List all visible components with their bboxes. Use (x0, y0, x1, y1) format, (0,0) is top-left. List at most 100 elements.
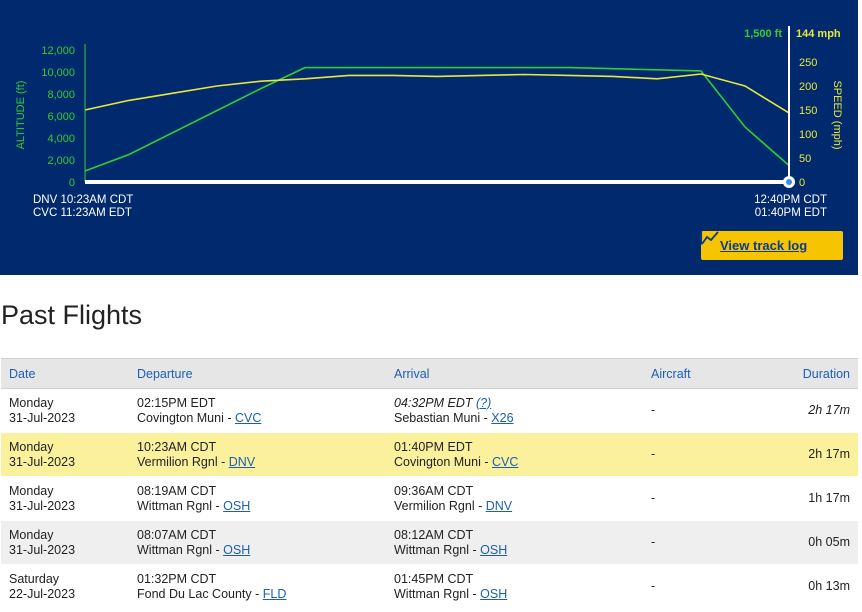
departure-airport-code-link[interactable]: CVC (234, 410, 262, 425)
start-time-origin: DNV 10:23AM CDT (33, 194, 134, 206)
speed-tick-label: 100 (799, 129, 817, 141)
altitude-tick-label: 2,000 (47, 155, 75, 167)
speed-axis-label: SPEED (mph) (831, 80, 843, 149)
departure-cell: 08:07AM CDT Wittman Rgnl - OSH (129, 520, 386, 565)
altitude-series-line (84, 66, 790, 172)
aircraft-cell: - (643, 564, 743, 609)
altitude-tick-label: 4,000 (47, 133, 75, 145)
departure-time: 08:19AM CDT (137, 483, 217, 498)
aircraft-cell: - (643, 476, 743, 521)
header-duration[interactable]: Duration (743, 358, 858, 389)
departure-time: 02:15PM EDT (137, 395, 216, 410)
day-name: Monday (9, 483, 54, 498)
table-row[interactable]: Monday 31-Jul-2023 02:15PM EDT Covington… (1, 388, 858, 433)
departure-airport: Vermilion Rgnl - (137, 454, 229, 469)
day-name: Saturday (9, 571, 60, 586)
date-cell: Monday 31-Jul-2023 (1, 520, 129, 565)
flight-date: 31-Jul-2023 (9, 542, 76, 557)
aircraft-cell: - (643, 388, 743, 433)
past-flights-table: Date Departure Arrival Aircraft Duration… (1, 358, 858, 609)
date-cell: Monday 31-Jul-2023 (1, 476, 129, 521)
duration-cell: 0h 13m (743, 564, 858, 609)
speed-series-line (84, 73, 790, 114)
departure-airport: Wittman Rgnl - (137, 542, 224, 557)
end-time-destination: 01:40PM EDT (754, 207, 827, 219)
day-name: Monday (9, 439, 54, 454)
flight-date: 31-Jul-2023 (9, 410, 76, 425)
table-row-selected[interactable]: Monday 31-Jul-2023 10:23AM CDT Vermilion… (1, 432, 858, 477)
departure-cell: 08:19AM CDT Wittman Rgnl - OSH (129, 476, 386, 521)
start-time-destination: CVC 11:23AM EDT (33, 207, 132, 219)
arrival-time: 01:45PM CDT (394, 571, 474, 586)
arrival-airport: Covington Muni - (394, 454, 492, 469)
departure-airport-code-link[interactable]: FLD (262, 586, 287, 601)
flight-date: 31-Jul-2023 (9, 454, 76, 469)
speed-tick-labels: 250 200 150 100 50 0 (799, 57, 817, 189)
end-time-origin: 12:40PM CDT (754, 194, 827, 206)
speed-tick-label: 250 (799, 57, 817, 69)
duration-cell: 0h 05m (743, 520, 858, 565)
arrival-cell: 01:40PM EDT Covington Muni - CVC (386, 432, 643, 477)
current-position-marker-dot (786, 179, 792, 185)
flight-date: 22-Jul-2023 (9, 586, 76, 601)
departure-cell: 10:23AM CDT Vermilion Rgnl - DNV (129, 432, 386, 477)
current-altitude-readout: 1,500 ft (744, 28, 782, 40)
flight-date: 31-Jul-2023 (9, 498, 76, 513)
altitude-axis-label: ALTITUDE (ft) (15, 81, 27, 150)
arrival-cell: 08:12AM CDT Wittman Rgnl - OSH (386, 520, 643, 565)
arrival-airport-code-link[interactable]: X26 (491, 410, 514, 425)
aircraft-cell: - (643, 520, 743, 565)
arrival-time: 08:12AM CDT (394, 527, 474, 542)
arrival-airport: Sebastian Muni - (394, 410, 492, 425)
speed-tick-label: 50 (799, 153, 811, 165)
altitude-tick-label: 12,000 (41, 45, 75, 57)
header-arrival[interactable]: Arrival (386, 358, 643, 389)
altitude-tick-label: 6,000 (47, 111, 75, 123)
table-row[interactable]: Monday 31-Jul-2023 08:07AM CDT Wittman R… (1, 520, 858, 565)
arrival-time: 09:36AM CDT (394, 483, 474, 498)
date-cell: Monday 31-Jul-2023 (1, 432, 129, 477)
arrival-airport-code-link[interactable]: OSH (480, 586, 508, 601)
arrival-airport: Wittman Rgnl - (394, 586, 481, 601)
altitude-tick-label: 8,000 (47, 89, 75, 101)
view-track-log-label: View track log (720, 238, 808, 253)
past-flights-title: Past Flights (1, 300, 143, 330)
arrival-airport: Wittman Rgnl - (394, 542, 481, 557)
view-track-log-button[interactable]: View track log (701, 231, 843, 260)
departure-cell: 02:15PM EDT Covington Muni - CVC (129, 388, 386, 433)
departure-airport: Covington Muni - (137, 410, 235, 425)
arrival-cell: 04:32PM EDT (?) Sebastian Muni - X26 (386, 388, 643, 433)
estimated-time-help-link[interactable]: (?) (476, 395, 492, 410)
arrival-airport-code-link[interactable]: CVC (491, 454, 519, 469)
departure-cell: 01:32PM CDT Fond Du Lac County - FLD (129, 564, 386, 609)
altitude-tick-label: 10,000 (41, 67, 75, 79)
duration-cell: 1h 17m (743, 476, 858, 521)
departure-time: 08:07AM CDT (137, 527, 217, 542)
speed-tick-label: 0 (799, 177, 805, 189)
arrival-time: 01:40PM EDT (394, 439, 473, 454)
header-date[interactable]: Date (1, 358, 129, 389)
departure-airport: Fond Du Lac County - (137, 586, 263, 601)
altitude-tick-labels: 12,000 10,000 8,000 6,000 4,000 2,000 0 (41, 45, 75, 189)
aircraft-cell: - (643, 432, 743, 477)
header-departure[interactable]: Departure (129, 358, 386, 389)
arrival-cell: 09:36AM CDT Vermilion Rgnl - DNV (386, 476, 643, 521)
duration-cell: 2h 17m (743, 388, 858, 433)
altitude-tick-label: 0 (69, 177, 75, 189)
departure-airport-code-link[interactable]: DNV (228, 454, 256, 469)
arrival-cell: 01:45PM CDT Wittman Rgnl - OSH (386, 564, 643, 609)
header-aircraft[interactable]: Aircraft (643, 358, 743, 389)
departure-airport: Wittman Rgnl - (137, 498, 224, 513)
day-name: Monday (9, 527, 54, 542)
departure-airport-code-link[interactable]: OSH (223, 542, 251, 557)
table-row[interactable]: Saturday 22-Jul-2023 01:32PM CDT Fond Du… (1, 564, 858, 609)
arrival-airport-code-link[interactable]: OSH (480, 542, 508, 557)
end-time-labels: 12:40PM CDT 01:40PM EDT (754, 194, 827, 220)
table-header-row: Date Departure Arrival Aircraft Duration (1, 358, 858, 389)
table-row[interactable]: Monday 31-Jul-2023 08:19AM CDT Wittman R… (1, 476, 858, 521)
flight-track-chart-panel: 12,000 10,000 8,000 6,000 4,000 2,000 0 250 200… (0, 0, 858, 275)
arrival-airport-code-link[interactable]: DNV (485, 498, 513, 513)
current-speed-readout: 144 mph (796, 28, 841, 40)
start-time-labels: DNV 10:23AM CDT CVC 11:23AM EDT (33, 194, 133, 220)
departure-airport-code-link[interactable]: OSH (223, 498, 251, 513)
